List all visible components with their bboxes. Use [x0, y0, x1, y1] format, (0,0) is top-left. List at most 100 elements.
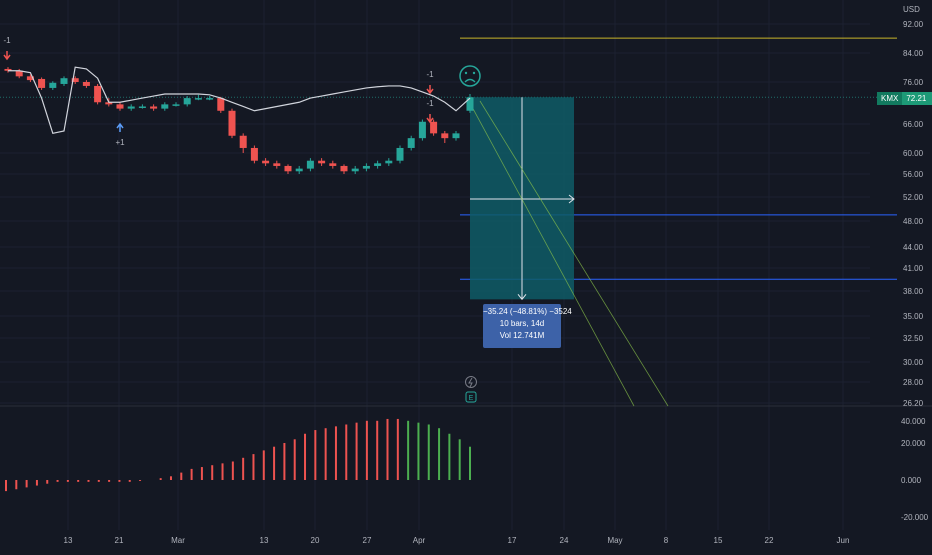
price-tick-label: 60.00 [903, 149, 924, 158]
measure-line-2: 10 bars, 14d [499, 319, 545, 328]
candle-body [82, 82, 90, 86]
line-series-layer [8, 66, 471, 135]
price-tick-label: 35.00 [903, 312, 924, 321]
candle-body [15, 70, 23, 77]
ticker-price: 72.21 [902, 92, 932, 105]
indicator-tick-label: -20.000 [901, 513, 929, 522]
currency-label: USD [903, 5, 920, 14]
candle-body [340, 165, 348, 172]
candle-body [49, 82, 57, 88]
candle-body [396, 147, 404, 161]
price-tick-label: 56.00 [903, 170, 924, 179]
price-tick-label: 30.00 [903, 358, 924, 367]
candle-body [194, 98, 202, 100]
candle-body [94, 85, 102, 103]
measure-line-1: −35.24 (−48.81%) −3524 [483, 307, 572, 316]
arrow-down-icon [426, 85, 434, 95]
arrow-right-icon [568, 194, 575, 204]
sad-face-eye [464, 71, 468, 75]
arrow-down-icon [517, 294, 527, 301]
price-tick-label: 52.00 [903, 193, 924, 202]
candle-body [318, 160, 326, 164]
price-tick-label: 41.00 [903, 264, 924, 273]
candle-body [374, 163, 382, 166]
candle-body [161, 104, 169, 109]
ticker-price-badge: KMX 72.21 [877, 92, 932, 105]
price-tick-label: 84.00 [903, 49, 924, 58]
price-tick-label: 92.00 [903, 20, 924, 29]
time-tick-label: Apr [413, 536, 426, 545]
measure-tooltip: −35.24 (−48.81%) −3524 10 bars, 14d Vol … [483, 304, 572, 348]
candle-body [362, 165, 370, 169]
signal-minus-one: -1 [426, 99, 434, 108]
icons-layer[interactable]: -1 -1 -1 +1 E [3, 36, 481, 403]
candle-body [4, 68, 12, 71]
lightning-bolt [468, 377, 473, 388]
candle-body [284, 165, 292, 172]
time-tick-label: 13 [64, 536, 73, 545]
candle-body [407, 138, 415, 148]
candle-body [127, 106, 135, 109]
candle-body [60, 78, 68, 84]
indicator-tick-label: 40.000 [901, 417, 926, 426]
signal-minus-one: -1 [426, 70, 434, 79]
price-tick-label: 38.00 [903, 287, 924, 296]
indicator-layer [5, 418, 471, 492]
line-series-path [8, 66, 471, 135]
candle-body [71, 78, 79, 82]
time-tick-label: Jun [837, 536, 850, 545]
price-tick-label: 28.00 [903, 378, 924, 387]
signal-minus-one: -1 [3, 36, 11, 45]
indicator-tick-label: 20.000 [901, 439, 926, 448]
time-tick-label: 27 [363, 536, 372, 545]
arrow-down-icon [426, 114, 434, 124]
time-tick-label: 15 [714, 536, 723, 545]
time-tick-label: 22 [765, 536, 774, 545]
time-tick-label: 24 [560, 536, 569, 545]
price-tick-label: 48.00 [903, 217, 924, 226]
arrow-up-icon [116, 122, 124, 132]
candle-body [206, 98, 214, 100]
candle-body [329, 163, 337, 166]
candle-body [183, 98, 191, 105]
price-tick-label: 66.00 [903, 120, 924, 129]
price-tick-label: 76.00 [903, 78, 924, 87]
candle-body [418, 121, 426, 139]
earnings-e-letter: E [469, 395, 474, 402]
candle-body [385, 160, 393, 164]
time-tick-label: 8 [664, 536, 669, 545]
candle-body [295, 168, 303, 172]
candle-body [150, 106, 158, 109]
candle-body [466, 97, 474, 111]
drawing-layer[interactable] [0, 37, 897, 407]
candle-body [430, 121, 438, 134]
candle-body [351, 168, 359, 172]
candle-body [172, 104, 180, 106]
candles-layer [4, 67, 474, 174]
candle-body [452, 133, 460, 139]
candle-body [306, 160, 314, 169]
candle-body [105, 102, 113, 105]
candle-body [217, 98, 225, 111]
candle-body [26, 76, 34, 81]
candle-body [273, 163, 281, 166]
candle-body [239, 135, 247, 148]
indicator-tick-label: 0.000 [901, 476, 922, 485]
time-tick-label: 21 [115, 536, 124, 545]
signal-plus-one: +1 [115, 138, 125, 147]
sad-face-eye [472, 71, 476, 75]
axes-layer: 92.00 84.00 76.00 66.00 60.00 56.00 52.00 48.00… [64, 20, 929, 545]
time-tick-label: 20 [311, 536, 320, 545]
candle-body [38, 78, 46, 88]
lightning-icon [465, 376, 477, 388]
time-tick-label: May [607, 536, 622, 545]
candle-body [116, 104, 124, 109]
sad-face-mouth [464, 78, 476, 83]
candle-body [138, 106, 146, 108]
trend-line-2 [479, 100, 669, 407]
price-tick-label: 44.00 [903, 243, 924, 252]
candle-body [441, 133, 449, 139]
time-tick-label: Mar [171, 536, 185, 545]
